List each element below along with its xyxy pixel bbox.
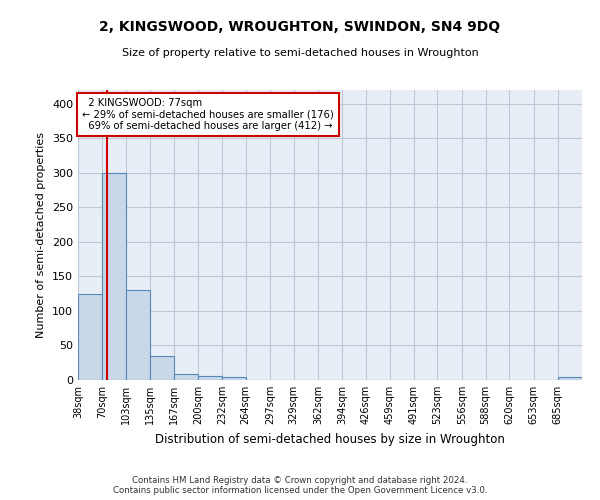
Bar bbox=[222, 377, 245, 380]
Text: Size of property relative to semi-detached houses in Wroughton: Size of property relative to semi-detach… bbox=[122, 48, 478, 58]
Bar bbox=[78, 294, 102, 380]
Text: Contains HM Land Registry data © Crown copyright and database right 2024.
Contai: Contains HM Land Registry data © Crown c… bbox=[113, 476, 487, 495]
Bar bbox=[557, 377, 582, 380]
Text: 2, KINGSWOOD, WROUGHTON, SWINDON, SN4 9DQ: 2, KINGSWOOD, WROUGHTON, SWINDON, SN4 9D… bbox=[100, 20, 500, 34]
Y-axis label: Number of semi-detached properties: Number of semi-detached properties bbox=[37, 132, 46, 338]
Bar bbox=[173, 374, 198, 380]
Bar bbox=[126, 290, 150, 380]
Bar bbox=[150, 356, 173, 380]
Bar bbox=[102, 173, 126, 380]
Bar bbox=[198, 376, 222, 380]
X-axis label: Distribution of semi-detached houses by size in Wroughton: Distribution of semi-detached houses by … bbox=[155, 432, 505, 446]
Text: 2 KINGSWOOD: 77sqm
← 29% of semi-detached houses are smaller (176)
  69% of semi: 2 KINGSWOOD: 77sqm ← 29% of semi-detache… bbox=[82, 98, 334, 132]
